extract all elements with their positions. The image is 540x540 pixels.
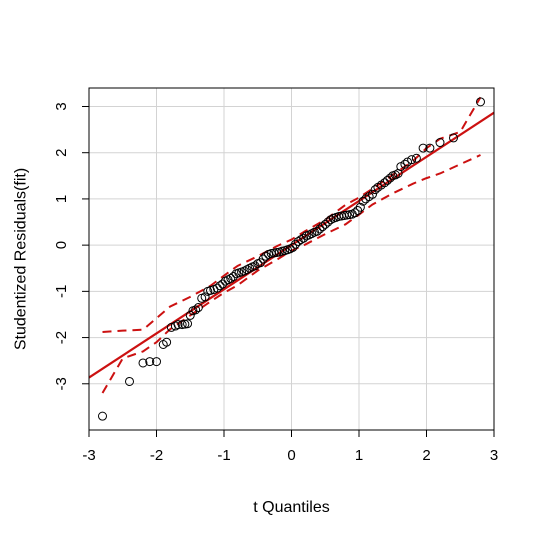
data-point [368, 189, 377, 199]
data-point [125, 376, 134, 386]
y-axis-label: Studentized Residuals(fit) [13, 168, 30, 350]
data-point [382, 175, 392, 185]
data-point [425, 143, 435, 153]
x-tick-label: 2 [422, 447, 430, 464]
data-point [449, 133, 458, 143]
data-point [193, 303, 203, 313]
y-tick-label: -2 [53, 331, 70, 344]
data-point [293, 236, 303, 246]
data-point [385, 173, 395, 183]
data-point [435, 138, 445, 148]
x-tick-label: 1 [355, 447, 363, 464]
data-point [191, 305, 201, 315]
data-point [226, 273, 236, 283]
x-tick-label: -2 [150, 447, 163, 464]
data-points [98, 97, 485, 421]
data-point [145, 357, 155, 367]
x-axis-label: t Quantiles [253, 499, 329, 516]
data-point [299, 233, 309, 243]
x-axis-ticks: -3 -2 -1 0 1 2 3 [82, 430, 498, 464]
data-point [215, 281, 225, 291]
x-tick-label: 0 [287, 447, 295, 464]
data-point [183, 319, 193, 329]
x-tick-label: -1 [217, 447, 230, 464]
data-point [173, 320, 183, 330]
data-point [162, 337, 172, 347]
data-point [185, 310, 195, 320]
confidence-band-upper [102, 96, 482, 334]
data-point [261, 251, 271, 261]
data-point [138, 358, 148, 368]
y-tick-label: -3 [53, 377, 70, 390]
grid-lines [88, 88, 495, 430]
data-point [98, 411, 107, 421]
y-tick-label: 1 [53, 195, 70, 203]
data-point [350, 208, 360, 218]
y-axis-ticks: -3 -2 -1 0 1 2 3 [53, 102, 89, 390]
data-point [315, 224, 325, 234]
data-point [288, 242, 298, 252]
data-point [250, 261, 260, 271]
data-point [400, 159, 410, 169]
data-point [358, 196, 368, 206]
data-point [312, 226, 322, 236]
data-point [152, 357, 161, 367]
data-point [411, 153, 421, 163]
x-tick-label: 3 [490, 447, 498, 464]
data-point [418, 143, 428, 153]
data-point [206, 285, 215, 295]
y-tick-label: 3 [53, 102, 70, 110]
data-point [353, 205, 363, 215]
data-point [318, 222, 328, 232]
y-tick-label: 0 [53, 241, 70, 249]
data-point [407, 155, 417, 165]
data-point [258, 254, 268, 264]
data-point [380, 178, 390, 188]
data-point [200, 292, 210, 302]
y-tick-label: -1 [53, 285, 70, 298]
data-point [355, 202, 365, 212]
data-point [320, 219, 330, 229]
data-point [291, 239, 301, 249]
x-tick-label: -3 [82, 447, 95, 464]
data-point [370, 185, 380, 195]
data-point [476, 97, 485, 107]
y-tick-label: 2 [53, 149, 70, 157]
